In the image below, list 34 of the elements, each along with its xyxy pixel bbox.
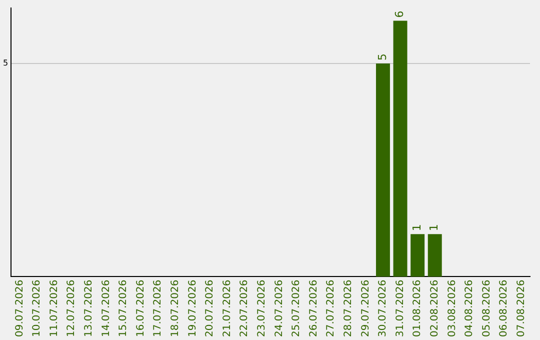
x-tick-label: 11.07.2026: [48, 280, 60, 338]
x-tick-label: 22.07.2026: [239, 280, 250, 338]
x-tick-label: 06.08.2026: [498, 280, 510, 338]
x-tick-label: 16.07.2026: [135, 280, 146, 338]
x-tick-label: 31.07.2026: [394, 280, 406, 338]
x-tick-label: 19.07.2026: [187, 280, 198, 338]
x-tick-label: 15.07.2026: [118, 280, 130, 338]
x-tick-label: 12.07.2026: [66, 280, 78, 338]
x-tick-label: 29.07.2026: [360, 280, 372, 338]
x-tick-label: 02.08.2026: [429, 280, 440, 338]
x-tick-label: 26.07.2026: [308, 280, 320, 338]
x-tick-label: 03.08.2026: [446, 280, 458, 338]
data-label: 5: [376, 53, 389, 60]
x-tick-label: 04.08.2026: [464, 280, 476, 338]
x-tick-label: 01.08.2026: [412, 280, 424, 338]
x-tick-label: 21.07.2026: [222, 280, 233, 338]
x-tick-label: 28.07.2026: [342, 280, 354, 338]
x-tick-label: 17.07.2026: [152, 280, 164, 338]
x-tick-label: 18.07.2026: [170, 280, 182, 338]
data-label: 6: [393, 10, 406, 18]
x-tick-label: 25.07.2026: [291, 280, 302, 338]
x-tick-label: 20.07.2026: [204, 280, 216, 338]
data-label: 1: [428, 224, 441, 232]
x-tick-label: 07.08.2026: [516, 280, 527, 338]
data-label: 1: [410, 224, 424, 232]
x-tick-label: 09.07.2026: [14, 280, 26, 338]
x-tick-label: 24.07.2026: [274, 280, 285, 338]
x-tick-label: 13.07.2026: [84, 280, 95, 338]
x-tick-label: 05.08.2026: [481, 280, 492, 338]
x-tick-label: 27.07.2026: [326, 280, 337, 338]
x-tick-label: 23.07.2026: [256, 280, 268, 338]
x-tick-label: 14.07.2026: [100, 280, 112, 338]
x-tick-label: 10.07.2026: [32, 280, 43, 338]
x-tick-label: 30.07.2026: [378, 280, 389, 338]
